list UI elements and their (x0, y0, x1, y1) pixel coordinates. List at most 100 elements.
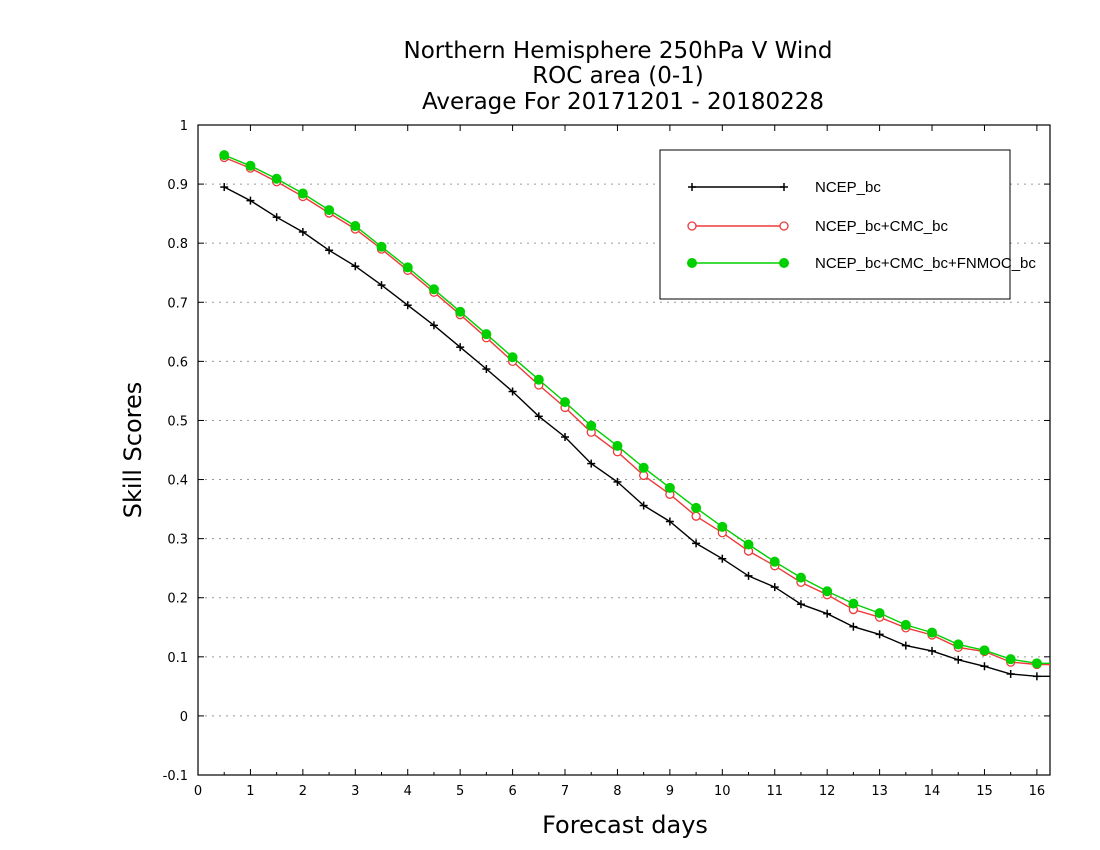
chart-title: Northern Hemisphere 250hPa V Wind ROC ar… (404, 38, 833, 115)
legend-item: NCEP_bc (688, 179, 881, 196)
chart-title-line-2: ROC area (0-1) (532, 63, 704, 89)
x-tick-label: 8 (613, 784, 621, 799)
data-point (534, 412, 543, 421)
x-tick-label: 3 (351, 784, 359, 799)
data-point (848, 598, 859, 609)
data-point (744, 571, 753, 580)
data-point (560, 397, 571, 408)
data-point (796, 600, 805, 609)
data-point (901, 641, 910, 650)
legend-marker (779, 258, 789, 268)
data-point (1032, 672, 1041, 681)
x-tick-label: 5 (456, 784, 464, 799)
data-point (297, 188, 308, 199)
legend-label: NCEP_bc (815, 179, 881, 196)
data-point (376, 241, 387, 252)
data-point (953, 639, 964, 650)
plot-border (197, 124, 1051, 776)
y-tick-label: 0.3 (167, 533, 188, 548)
data-point (456, 343, 465, 352)
data-point (272, 213, 281, 222)
data-point (795, 572, 806, 583)
y-tick-label: 1 (180, 119, 188, 134)
data-point (874, 608, 885, 619)
legend-marker (687, 221, 697, 231)
data-point (613, 477, 622, 486)
data-point (691, 511, 701, 521)
legend-box (659, 149, 1011, 300)
data-point (455, 306, 466, 317)
data-point (664, 482, 675, 493)
legend-label: NCEP_bc+CMC_bc+FNMOC_bc (815, 255, 1036, 272)
data-point (980, 662, 989, 671)
data-point (691, 502, 702, 513)
series-NCEP_bc (220, 183, 1050, 681)
data-point (246, 196, 255, 205)
x-tick-label: 2 (299, 784, 307, 799)
legend-item: NCEP_bc+CMC_bc (687, 218, 948, 235)
data-point (927, 627, 938, 638)
y-tick-label: 0 (180, 710, 188, 725)
data-point (245, 160, 256, 171)
y-tick-label: 0.7 (167, 296, 188, 311)
legend-marker (687, 258, 697, 268)
x-tick-label: 13 (871, 784, 888, 799)
data-point (377, 281, 386, 290)
x-axis-label: Forecast days (542, 811, 708, 839)
series-NCEP_bc+CMC_bc+FNMOC_bc (219, 150, 1050, 669)
y-tick-label: 0.4 (167, 474, 188, 489)
x-tick-label: 7 (561, 784, 569, 799)
data-point (508, 387, 517, 396)
data-point (717, 521, 728, 532)
data-point (638, 462, 649, 473)
data-point (849, 622, 858, 631)
data-point (1006, 669, 1015, 678)
data-point (402, 262, 413, 273)
y-axis: -0.1 0 0.1 0.2 0.3 0.4 0.5 0.6 0.7 0.8 0.9 1 (163, 119, 1050, 784)
x-tick-label: 12 (819, 784, 836, 799)
data-point (561, 433, 570, 441)
data-point (979, 645, 990, 656)
x-tick-label: 4 (404, 784, 412, 799)
data-point (587, 459, 596, 468)
y-tick-label: 0.8 (167, 237, 188, 252)
data-point (403, 301, 412, 310)
y-tick-label: 0.5 (167, 414, 188, 429)
data-point (665, 517, 674, 526)
data-point (954, 655, 963, 664)
y-axis-label: Skill Scores (119, 382, 147, 519)
data-point (324, 205, 335, 216)
x-tick-label: 15 (976, 784, 993, 799)
data-point (612, 440, 623, 451)
data-point (481, 329, 492, 340)
legend: NCEP_bc NCEP_bc+CMC_bc NCEP_bc+CMC_bc+FNMO… (659, 149, 1036, 300)
x-tick-label: 1 (246, 784, 254, 799)
data-point (769, 556, 780, 567)
y-tick-label: 0.2 (167, 592, 188, 607)
chart-title-line-3: Average For 20171201 - 20180228 (422, 89, 824, 115)
legend-marker (779, 221, 789, 231)
data-series (219, 150, 1050, 681)
y-tick-label: 0.9 (167, 178, 188, 193)
x-tick-label: 9 (666, 784, 674, 799)
data-point (298, 227, 307, 236)
data-point (428, 284, 439, 295)
x-tick-label: 11 (766, 784, 783, 799)
data-point (1005, 654, 1016, 665)
data-point (900, 619, 911, 630)
data-point (219, 150, 230, 161)
data-point (875, 630, 884, 639)
data-point (586, 420, 597, 431)
data-point (770, 583, 779, 592)
x-tick-label: 10 (714, 784, 731, 799)
data-point (220, 183, 229, 192)
data-point (718, 554, 727, 563)
data-point (822, 586, 833, 597)
data-point (823, 609, 832, 618)
data-point (271, 173, 282, 184)
y-tick-label: -0.1 (163, 769, 188, 784)
legend-label: NCEP_bc+CMC_bc (815, 218, 948, 235)
data-point (350, 221, 361, 232)
chart-title-line-1: Northern Hemisphere 250hPa V Wind (404, 38, 833, 64)
